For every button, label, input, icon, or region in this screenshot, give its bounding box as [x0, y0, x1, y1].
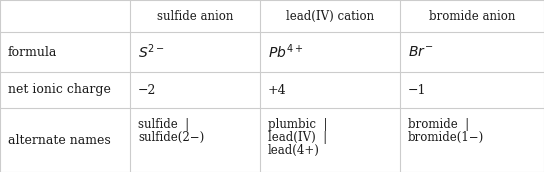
Text: $S^{2-}$: $S^{2-}$ [138, 43, 165, 61]
Text: $Pb^{4+}$: $Pb^{4+}$ [268, 43, 304, 61]
Text: plumbic  |: plumbic | [268, 118, 327, 131]
Text: lead(4+): lead(4+) [268, 144, 320, 157]
Text: −2: −2 [138, 83, 156, 96]
Text: bromide(1−): bromide(1−) [408, 131, 484, 144]
Text: bromide anion: bromide anion [429, 9, 515, 23]
Text: net ionic charge: net ionic charge [8, 83, 111, 96]
Text: alternate names: alternate names [8, 133, 111, 147]
Text: sulfide  |: sulfide | [138, 118, 189, 131]
Text: lead(IV)  |: lead(IV) | [268, 131, 327, 144]
Text: sulfide(2−): sulfide(2−) [138, 131, 204, 144]
Text: $Br^{-}$: $Br^{-}$ [408, 45, 433, 59]
Text: formula: formula [8, 46, 57, 58]
Text: bromide  |: bromide | [408, 118, 469, 131]
Text: +4: +4 [268, 83, 287, 96]
Text: sulfide anion: sulfide anion [157, 9, 233, 23]
Text: lead(IV) cation: lead(IV) cation [286, 9, 374, 23]
Text: −1: −1 [408, 83, 426, 96]
